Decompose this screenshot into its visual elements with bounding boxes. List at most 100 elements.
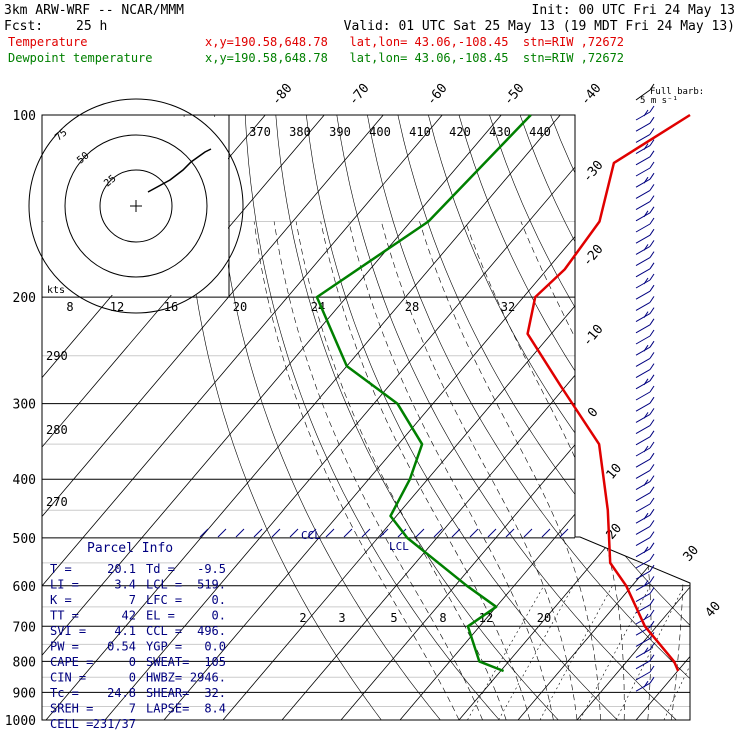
pressure-label-100: 100 xyxy=(13,109,36,124)
parcel-cell-5-3: 0.0 xyxy=(204,640,226,654)
pressure-label-700: 700 xyxy=(13,620,36,635)
ccl-annotation: CCL xyxy=(301,529,321,542)
ccl-tick xyxy=(505,528,515,538)
wind-barb xyxy=(635,676,655,692)
pressure-label-600: 600 xyxy=(13,580,36,595)
ccl-tick xyxy=(379,528,389,538)
legend-temperature-info: x,y=190.58,648.78 lat,lon= 43.06,-108.45… xyxy=(205,35,624,49)
theta-e-label-20: 20 xyxy=(233,300,247,314)
barb-key-line1: Full barb: xyxy=(650,87,704,97)
dry-adiabat-label-290: 290 xyxy=(46,349,68,363)
parcel-cell-6-2: SWEAT= xyxy=(146,655,189,669)
wind-barb xyxy=(635,150,655,166)
wind-barb xyxy=(635,329,655,345)
isotherm-label--10: -10 xyxy=(580,322,607,350)
theta-e-label-16: 16 xyxy=(164,300,178,314)
parcel-cell-8-1: 24.8 xyxy=(107,686,136,700)
chart-layer xyxy=(315,113,691,673)
wind-barb xyxy=(635,116,655,132)
hodograph xyxy=(28,98,244,314)
temperature-trace xyxy=(526,113,691,672)
parcel-cell-2-2: LFC = xyxy=(146,593,182,607)
parcel-cell-8-2: SHEAR= xyxy=(146,686,189,700)
ccl-tick xyxy=(487,528,497,538)
wind-barb xyxy=(635,643,655,659)
theta-label-410: 410 xyxy=(409,125,431,139)
wind-barb xyxy=(635,419,655,435)
wind-barb xyxy=(635,452,655,468)
parcel-cell-0-1: 20.1 xyxy=(107,562,136,576)
parcel-cell-5-0: PW = xyxy=(50,640,79,654)
ccl-tick xyxy=(451,528,461,538)
ccl-tick xyxy=(433,528,443,538)
wind-barb xyxy=(635,542,655,558)
wind-barb xyxy=(635,318,655,334)
barb-key-arrow xyxy=(635,89,651,101)
parcel-cell-1-0: LI = xyxy=(50,578,79,592)
wind-barb xyxy=(635,228,655,244)
wind-barb xyxy=(635,654,655,670)
wind-barb xyxy=(635,475,655,491)
theta-label-420: 420 xyxy=(449,125,471,139)
wind-barb xyxy=(635,531,655,547)
parcel-info-table: T = 20.1 Td = -9.5 LI = 3.4 LCL = 519. K = 7 LFC =… xyxy=(50,562,226,731)
wind-barb xyxy=(635,251,655,267)
parcel-cell-4-0: SVI = xyxy=(50,624,86,638)
parcel-cell-3-3: 0. xyxy=(212,609,226,623)
fcst-label: Fcst: xyxy=(4,19,43,34)
wind-barb xyxy=(635,363,655,379)
isotherm-label-20: 20 xyxy=(604,521,626,543)
parcel-cell-6-3: 105 xyxy=(204,655,226,669)
mixing-ratio-label-5: 5 xyxy=(390,611,397,625)
ccl-tick xyxy=(217,528,227,538)
wind-barb xyxy=(635,553,655,569)
parcel-info-title: Parcel Info xyxy=(87,541,173,556)
ccl-tick xyxy=(343,528,353,538)
theta-label-370: 370 xyxy=(249,125,271,139)
wind-barb xyxy=(635,374,655,390)
parcel-cell-2-0: K = xyxy=(50,593,72,607)
wind-barb xyxy=(635,441,655,457)
fcst-value: 25 h xyxy=(76,19,107,34)
wind-barb xyxy=(635,508,655,524)
parcel-cell-2-1: 7 xyxy=(129,593,136,607)
theta-e-label-8: 8 xyxy=(66,300,73,314)
dry-adiabat-label-270: 270 xyxy=(46,495,68,509)
isotherm-label--70: -70 xyxy=(346,81,373,109)
legend-dewpoint-name: Dewpoint temperature xyxy=(8,51,153,65)
pressure-label-500: 500 xyxy=(13,532,36,547)
dewpoint-trace xyxy=(315,114,532,673)
ccl-tick xyxy=(523,528,533,538)
parcel-cell-4-3: 496. xyxy=(197,624,226,638)
parcel-cell-0-3: -9.5 xyxy=(197,562,226,576)
wind-barb xyxy=(635,284,655,300)
wind-barb xyxy=(635,240,655,255)
wind-barb xyxy=(635,307,655,323)
pressure-label-300: 300 xyxy=(13,398,36,413)
parcel-cell-3-0: TT = xyxy=(50,609,79,623)
ccl-tick xyxy=(325,528,335,538)
wind-barb xyxy=(635,172,655,188)
ccl-tick xyxy=(235,528,245,538)
parcel-cell-10-0: CELL = xyxy=(50,717,93,731)
parcel-cell-8-0: Tc = xyxy=(50,686,79,700)
isotherm-label--60: -60 xyxy=(424,81,451,109)
wind-barb xyxy=(635,296,655,311)
mixing-ratio-label-2: 2 xyxy=(299,611,306,625)
hodograph-kts-label: kts xyxy=(47,285,65,296)
parcel-cell-7-3: 2946. xyxy=(190,671,226,685)
ccl-tick xyxy=(415,528,425,538)
ccl-tick xyxy=(469,528,479,538)
wind-barb xyxy=(635,520,655,535)
parcel-cell-7-2: HWBZ= xyxy=(146,671,182,685)
mixing-ratio-label-12: 12 xyxy=(479,611,493,625)
isotherm-label-10: 10 xyxy=(604,461,626,483)
isotherm-label-40: 40 xyxy=(703,599,725,621)
parcel-cell-0-2: Td = xyxy=(146,562,175,576)
theta-e-label-28: 28 xyxy=(405,300,419,314)
ccl-tick xyxy=(541,528,551,538)
valid-time: Valid: 01 UTC Sat 25 May 13 (19 MDT Fri … xyxy=(344,19,735,34)
isotherm-label--20: -20 xyxy=(580,242,607,270)
wind-barb xyxy=(635,587,655,603)
parcel-cell-7-1: 0 xyxy=(129,671,136,685)
